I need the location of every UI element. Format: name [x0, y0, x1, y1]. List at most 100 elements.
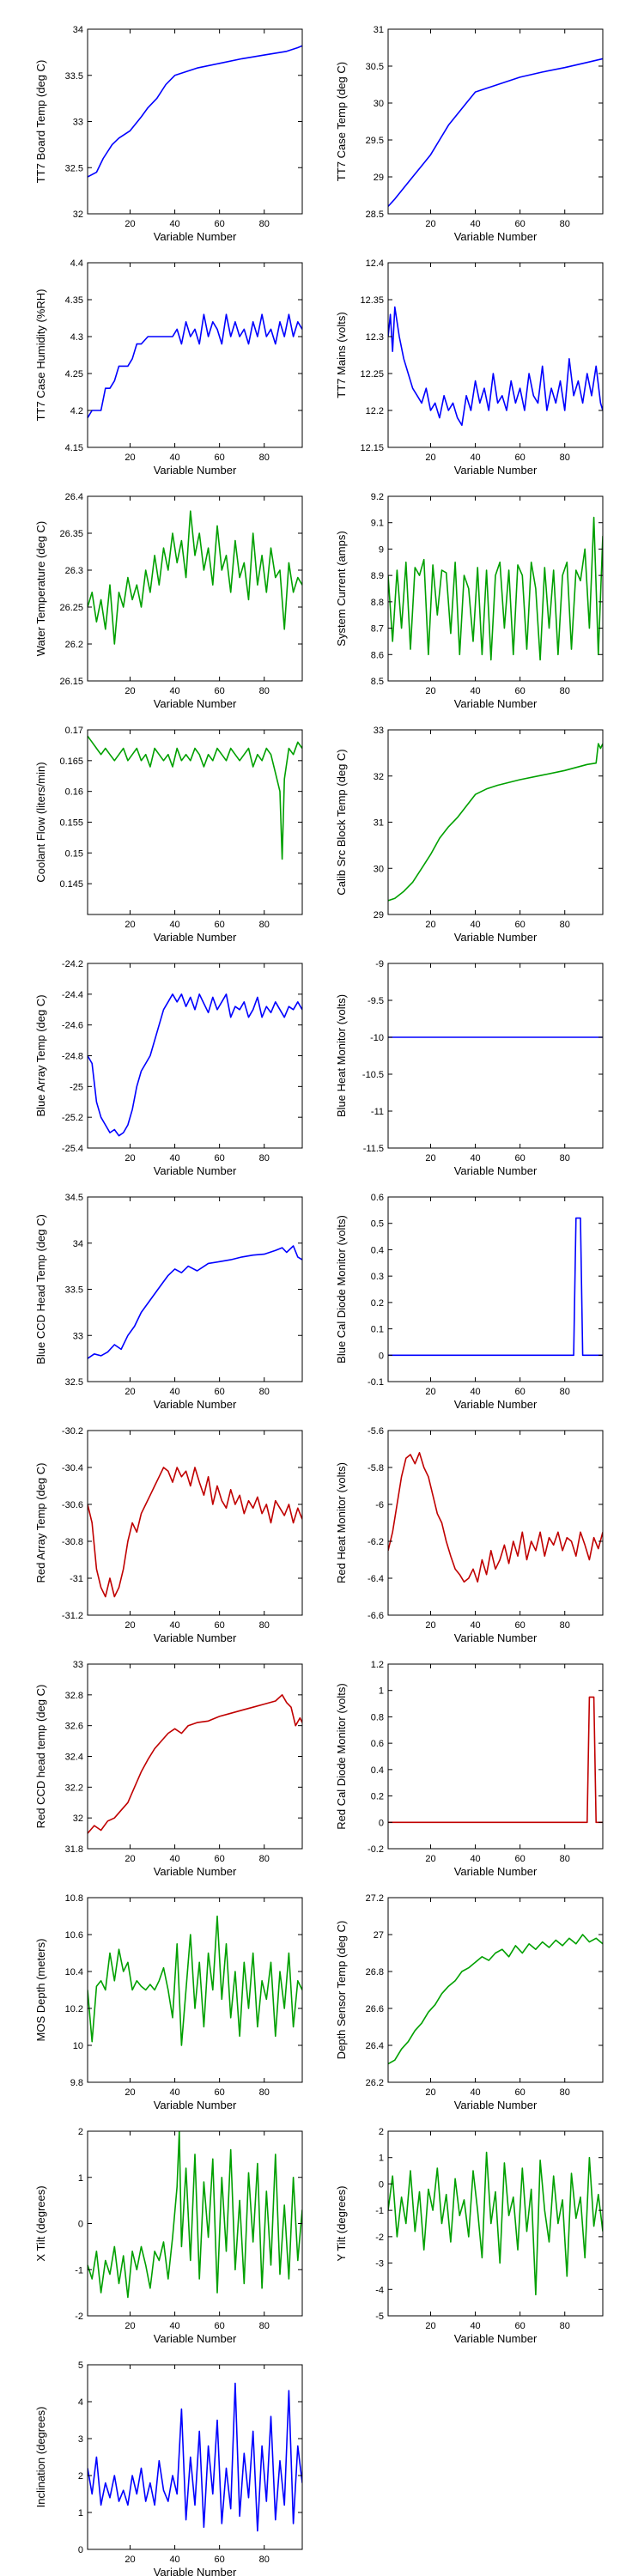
y-axis-label: TT7 Board Temp (deg C) [34, 60, 47, 184]
y-tick-label: 1.2 [371, 1660, 384, 1670]
y-tick-label: 2 [78, 2127, 83, 2137]
y-tick-label: 0.3 [371, 1272, 384, 1282]
y-tick-label: 10.4 [65, 1967, 83, 1978]
chart-panel: 0 1 2 3 4 5 20 40 60 80 Variable Number Inclination… [34, 2360, 303, 2576]
y-tick-label: 29.5 [366, 136, 384, 146]
y-tick-label: 3 [78, 2434, 83, 2445]
y-tick-label: -5.6 [368, 1426, 384, 1437]
x-tick-label: 80 [259, 1153, 270, 1163]
y-axis-label: Blue Heat Monitor (volts) [335, 994, 348, 1117]
x-tick-label: 40 [470, 1854, 480, 1864]
y-tick-label: 8.9 [371, 571, 384, 581]
y-tick-label: 0.165 [59, 756, 83, 767]
series-line [88, 1467, 302, 1598]
x-tick-label: 20 [425, 1620, 435, 1631]
y-tick-label: -5.8 [368, 1463, 384, 1473]
x-tick-label: 80 [259, 1854, 270, 1864]
chart-panel: -2 -1 0 1 2 20 40 60 80 Variable Number X Tilt (de… [34, 2127, 303, 2345]
y-tick-label: -31.2 [62, 1611, 83, 1621]
y-tick-label: 0.4 [371, 1765, 384, 1776]
x-tick-label: 60 [515, 2321, 526, 2331]
y-tick-label: 0.6 [371, 1739, 384, 1749]
x-tick-label: 20 [425, 219, 435, 229]
x-tick-label: 60 [515, 1387, 526, 1397]
y-axis-label: Red Array Temp (deg C) [34, 1463, 47, 1583]
x-tick-label: 60 [515, 686, 526, 696]
y-axis-label: Water Temperature (deg C) [34, 521, 47, 657]
x-tick-label: 20 [425, 2087, 435, 2098]
x-tick-label: 40 [470, 219, 480, 229]
chart-panel: 31.8 32 32.2 32.4 32.6 32.8 33 20 40 60 80 Variable… [34, 1660, 303, 1878]
y-tick-label: 5 [78, 2360, 83, 2371]
y-tick-label: 0 [379, 2179, 384, 2190]
x-tick-label: 80 [560, 686, 570, 696]
y-tick-label: 31 [374, 818, 384, 829]
x-tick-label: 60 [215, 1854, 225, 1864]
y-tick-label: 26.8 [366, 1967, 384, 1978]
y-tick-label: 9 [379, 544, 384, 555]
y-tick-label: 0.16 [65, 787, 83, 798]
y-tick-label: -9 [375, 959, 384, 969]
plot-frame [387, 262, 604, 448]
y-tick-label: -30.4 [62, 1463, 83, 1473]
x-tick-label: 80 [560, 2321, 570, 2331]
y-tick-label: -25 [70, 1082, 83, 1092]
y-tick-label: 12.35 [360, 295, 384, 306]
x-tick-label: 80 [259, 920, 270, 930]
x-tick-label: 40 [169, 219, 179, 229]
y-axis-label: Red Heat Monitor (volts) [335, 1462, 348, 1583]
y-tick-label: -9.5 [368, 996, 384, 1006]
y-axis-label: Blue CCD Head Temp (deg C) [34, 1214, 47, 1364]
chart-panel: 8.5 8.6 8.7 8.8 8.9 9 9.1 9.2 20 40 60 80 Variable N… [335, 492, 604, 710]
x-tick-label: 40 [470, 686, 480, 696]
y-tick-label: 9.2 [371, 492, 384, 502]
x-tick-label: 40 [169, 1153, 179, 1163]
x-axis-label: Variable Number [154, 1865, 237, 1878]
y-tick-label: 32 [73, 210, 83, 220]
y-axis-label: Y Tilt (degrees) [335, 2186, 348, 2262]
x-tick-label: 20 [125, 219, 135, 229]
x-axis-label: Variable Number [454, 2099, 538, 2111]
y-tick-label: 32 [73, 1814, 83, 1824]
y-tick-label: 32 [374, 772, 384, 782]
y-tick-label: 32.5 [65, 163, 83, 173]
x-tick-label: 40 [169, 1620, 179, 1631]
y-tick-label: 26.4 [366, 2041, 384, 2051]
x-tick-label: 80 [259, 219, 270, 229]
y-tick-label: -1 [75, 2265, 83, 2275]
chart-panel: -5 -4 -3 -2 -1 0 1 2 20 40 60 80 Variable Number Y Ti… [335, 2127, 604, 2345]
chart-panel: 32 32.5 33 33.5 34 20 40 60 80 Variable Number TT7… [34, 25, 303, 243]
x-tick-label: 20 [425, 920, 435, 930]
y-tick-label: 26.15 [59, 677, 83, 687]
y-tick-label: -31 [70, 1574, 83, 1584]
y-tick-label: 0 [78, 2220, 83, 2230]
chart-panel: -25.4 -25.2 -25 -24.8 -24.6 -24.4 -24.2 20 40 60 8… [34, 959, 303, 1177]
y-tick-label: 34.5 [65, 1193, 83, 1203]
y-tick-label: 10.2 [65, 2004, 83, 2014]
x-tick-label: 80 [259, 686, 270, 696]
plot-frame [387, 1196, 604, 1382]
y-tick-label: 26.25 [59, 603, 83, 613]
x-axis-label: Variable Number [454, 230, 538, 243]
plot-frame [87, 262, 303, 448]
x-tick-label: 60 [515, 2087, 526, 2098]
x-axis-label: Variable Number [154, 1631, 237, 1644]
plot-frame [387, 1430, 604, 1616]
y-axis-label: Depth Sensor Temp (deg C) [335, 1921, 348, 2060]
x-axis-label: Variable Number [454, 1631, 538, 1644]
chart-panel: 0.145 0.15 0.155 0.16 0.165 0.17 20 40 60 80 Varia… [34, 726, 303, 944]
y-axis-label: Red Cal Diode Monitor (volts) [335, 1683, 348, 1830]
x-tick-label: 40 [470, 920, 480, 930]
y-tick-label: 29 [374, 173, 384, 183]
y-tick-label: 26.2 [65, 640, 83, 650]
y-axis-label: MOS Depth (meters) [34, 1939, 47, 2042]
x-tick-label: 40 [169, 2555, 179, 2565]
series-line [388, 1934, 603, 2065]
chart-panel: 12.15 12.2 12.25 12.3 12.35 12.4 20 40 60 80 Varia… [335, 258, 604, 477]
y-tick-label: 2 [379, 2127, 384, 2137]
x-tick-label: 40 [169, 686, 179, 696]
plot-frame [387, 963, 604, 1149]
y-tick-label: 26.3 [65, 566, 83, 576]
x-tick-label: 20 [125, 2087, 135, 2098]
